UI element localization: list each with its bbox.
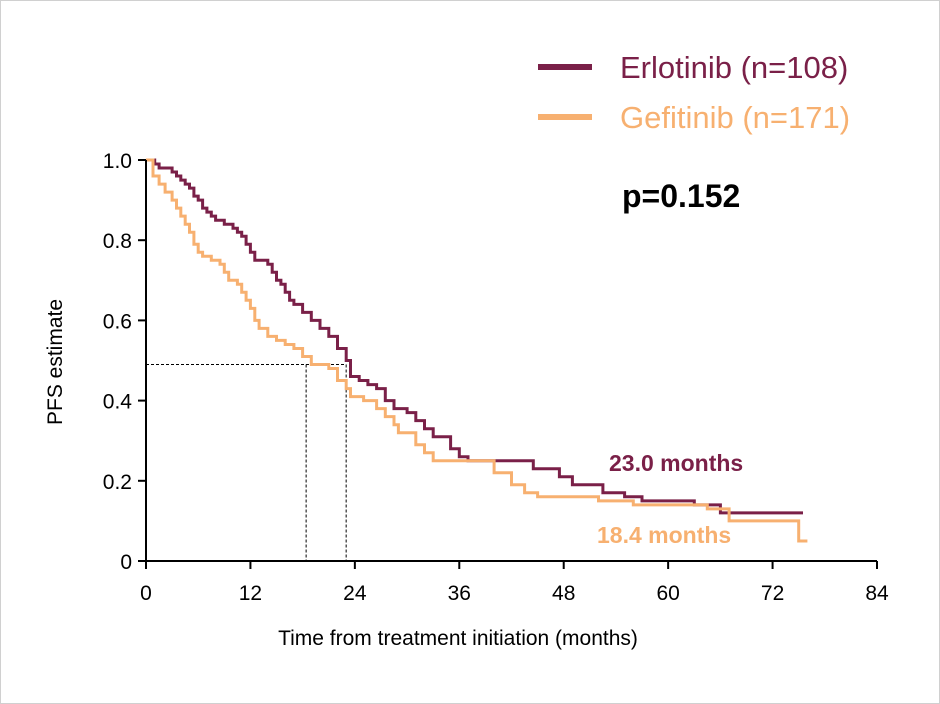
x-tick-label: 48 xyxy=(552,582,575,605)
median-label-gefitinib: 18.4 months xyxy=(597,522,731,548)
median-reference-lines xyxy=(146,364,347,561)
y-tick-label: 0.4 xyxy=(103,391,133,414)
legend-label-gefitinib: Gefitinib (n=171) xyxy=(620,100,850,135)
y-tick-label: 0.2 xyxy=(103,471,132,494)
x-tick-label: 36 xyxy=(448,582,471,605)
y-ticks: 0 0.2 0.4 0.6 0.8 1.0 xyxy=(103,150,146,574)
y-tick-label: 0 xyxy=(120,551,132,574)
legend-label-erlotinib: Erlotinib (n=108) xyxy=(620,50,848,85)
x-ticks: 0 12 24 36 48 60 72 84 xyxy=(140,561,889,605)
x-tick-label: 0 xyxy=(140,582,152,605)
y-tick-label: 1.0 xyxy=(103,150,132,173)
y-axis-title: PFS estimate xyxy=(44,299,67,425)
x-tick-label: 72 xyxy=(761,582,784,605)
p-value-annotation: p=0.152 xyxy=(622,178,740,214)
gefitinib-curve xyxy=(146,158,808,543)
x-tick-label: 24 xyxy=(343,582,367,605)
y-tick-label: 0.6 xyxy=(103,310,132,333)
x-axis-title: Time from treatment initiation (months) xyxy=(278,627,638,650)
y-tick-label: 0.8 xyxy=(103,230,132,253)
x-tick-label: 84 xyxy=(865,582,889,605)
survival-curves xyxy=(146,158,808,543)
x-tick-label: 60 xyxy=(656,582,679,605)
x-tick-label: 12 xyxy=(239,582,262,605)
median-label-erlotinib: 23.0 months xyxy=(609,450,743,476)
